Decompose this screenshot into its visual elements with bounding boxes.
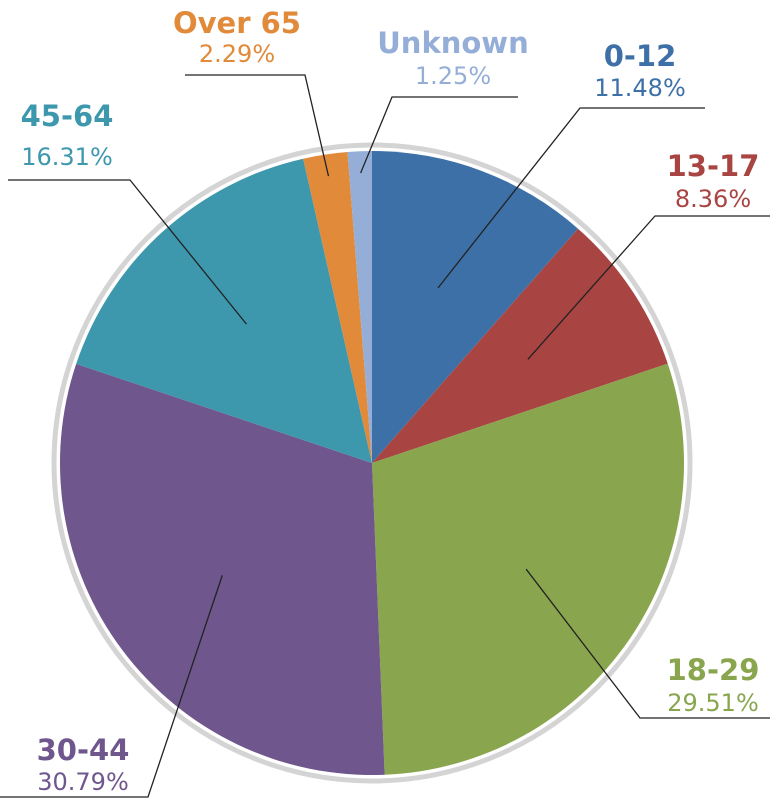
- slice-value: 30.79%: [37, 768, 129, 796]
- leader-line: [0, 575, 223, 798]
- slice-name: Unknown: [377, 26, 529, 60]
- slice-name: Over 65: [173, 6, 301, 40]
- leader-line: [8, 179, 247, 325]
- slice-value: 8.36%: [675, 185, 751, 213]
- slice-value: 1.25%: [415, 62, 491, 90]
- slice-value: 29.51%: [667, 689, 759, 717]
- leader-line: [525, 568, 770, 719]
- slice-name: 45-64: [21, 99, 114, 133]
- pie-slice: [76, 158, 372, 464]
- slice-name: 30-44: [37, 733, 130, 767]
- slice-value: 11.48%: [594, 74, 686, 102]
- pie-slice: [372, 363, 684, 775]
- slice-name: 0-12: [604, 39, 677, 73]
- slice-name: 13-17: [667, 149, 760, 183]
- pie-slice: [372, 151, 579, 463]
- slice-value: 2.29%: [199, 40, 275, 68]
- pie-slice: [60, 363, 385, 775]
- leader-line: [437, 107, 705, 289]
- leader-line: [527, 215, 770, 360]
- slice-name: 18-29: [667, 653, 760, 687]
- slice-value: 16.31%: [21, 143, 113, 171]
- pie-slice: [303, 151, 372, 464]
- pie-slice: [347, 151, 372, 463]
- leader-line: [360, 96, 518, 174]
- pie-slice: [372, 228, 668, 463]
- leader-line: [185, 74, 330, 177]
